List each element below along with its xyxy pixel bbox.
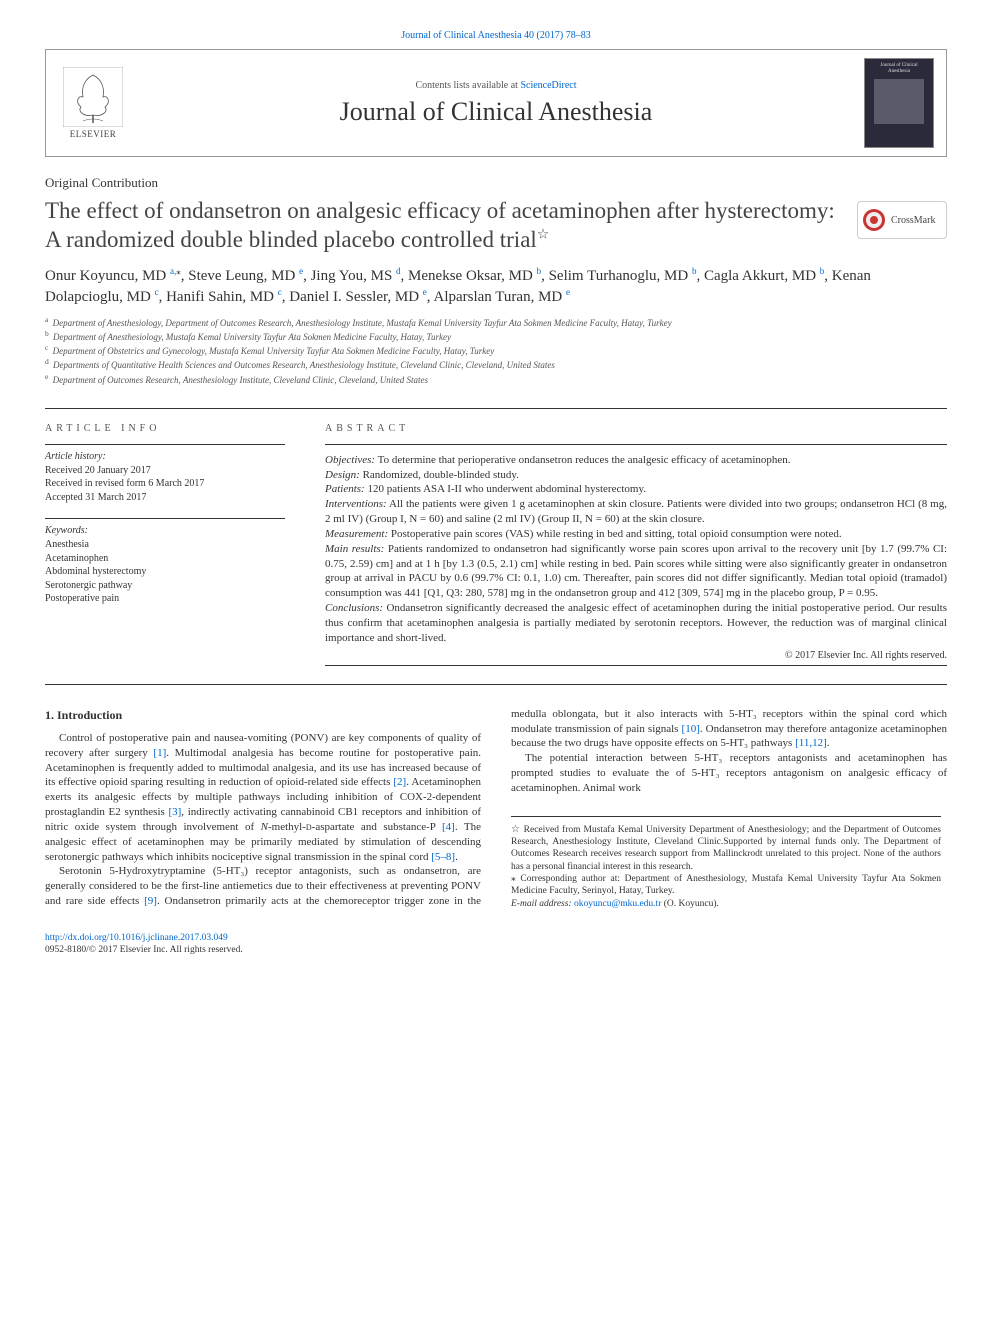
- article-history-block: Article history: Received 20 January 201…: [45, 444, 285, 505]
- crossmark-label: CrossMark: [891, 215, 935, 226]
- ref-link-11-12[interactable]: [11,12]: [795, 737, 827, 749]
- crossmark-badge[interactable]: CrossMark: [857, 201, 947, 239]
- cover-image-placeholder: [874, 79, 924, 124]
- footnote-funding: ☆ Received from Mustafa Kemal University…: [511, 823, 941, 873]
- keyword: Serotonergic pathway: [45, 579, 285, 593]
- history-title: Article history:: [45, 451, 285, 462]
- journal-header: ELSEVIER Contents lists available at Sci…: [45, 49, 947, 157]
- info-abstract-section: article info Article history: Received 2…: [45, 408, 947, 666]
- keyword: Postoperative pain: [45, 592, 285, 606]
- intro-paragraph-3: The potential interaction between 5-HT₃ …: [511, 751, 947, 796]
- journal-citation-top: Journal of Clinical Anesthesia 40 (2017)…: [45, 30, 947, 41]
- ref-link-10[interactable]: [10]: [682, 723, 700, 735]
- abstract-column: abstract Objectives: To determine that p…: [305, 409, 947, 666]
- email-link[interactable]: okoyuncu@mku.edu.tr: [574, 899, 661, 909]
- article-info-label: article info: [45, 423, 285, 434]
- elsevier-logo: ELSEVIER: [58, 63, 128, 143]
- article-title: The effect of ondansetron on analgesic e…: [45, 197, 845, 255]
- elsevier-label: ELSEVIER: [70, 129, 117, 139]
- abstract-label: abstract: [325, 423, 947, 434]
- bottom-doi-block: http://dx.doi.org/10.1016/j.jclinane.201…: [45, 932, 947, 957]
- abstract-copyright: © 2017 Elsevier Inc. All rights reserved…: [325, 650, 947, 661]
- footnotes-block: ☆ Received from Mustafa Kemal University…: [511, 816, 941, 910]
- elsevier-tree-icon: [63, 67, 123, 127]
- keywords-title: Keywords:: [45, 525, 285, 536]
- ref-link-1[interactable]: [1]: [153, 747, 166, 759]
- issn-copyright-line: 0952-8180/© 2017 Elsevier Inc. All right…: [45, 944, 947, 956]
- ref-link-2[interactable]: [2]: [393, 776, 406, 788]
- history-received: Received 20 January 2017: [45, 464, 285, 478]
- affiliation-list: a Department of Anesthesiology, Departme…: [45, 315, 947, 386]
- cover-title: Journal of Clinical Anesthesia: [869, 63, 929, 75]
- ref-link-4[interactable]: [4]: [442, 821, 455, 833]
- article-body: 1. Introduction Control of postoperative…: [45, 684, 947, 910]
- journal-cover-thumbnail: Journal of Clinical Anesthesia: [864, 58, 934, 148]
- header-center: Contents lists available at ScienceDirec…: [128, 80, 864, 127]
- journal-name: Journal of Clinical Anesthesia: [128, 97, 864, 127]
- intro-paragraph-1: Control of postoperative pain and nausea…: [45, 731, 481, 865]
- title-footnote-star: ☆: [537, 227, 550, 242]
- history-revised: Received in revised form 6 March 2017: [45, 477, 285, 491]
- ref-link-9[interactable]: [9]: [144, 895, 157, 907]
- history-accepted: Accepted 31 March 2017: [45, 491, 285, 505]
- doi-link[interactable]: http://dx.doi.org/10.1016/j.jclinane.201…: [45, 933, 228, 943]
- crossmark-icon: [862, 208, 886, 232]
- journal-citation-link[interactable]: Journal of Clinical Anesthesia 40 (2017)…: [401, 30, 590, 41]
- article-type-label: Original Contribution: [45, 175, 947, 191]
- ref-link-5-8[interactable]: [5–8]: [431, 851, 455, 863]
- contents-available-line: Contents lists available at ScienceDirec…: [128, 80, 864, 91]
- keyword: Acetaminophen: [45, 552, 285, 566]
- footnote-corresponding: ⁎ Corresponding author at: Department of…: [511, 873, 941, 898]
- author-list: Onur Koyuncu, MD a,⁎, Steve Leung, MD e,…: [45, 265, 947, 308]
- footnote-email: E-mail address: okoyuncu@mku.edu.tr (O. …: [511, 898, 941, 910]
- ref-link-3[interactable]: [3]: [168, 806, 181, 818]
- keywords-block: Keywords: Anesthesia Acetaminophen Abdom…: [45, 518, 285, 606]
- title-row: The effect of ondansetron on analgesic e…: [45, 197, 947, 255]
- keyword: Abdominal hysterectomy: [45, 565, 285, 579]
- keyword: Anesthesia: [45, 538, 285, 552]
- intro-heading: 1. Introduction: [45, 707, 481, 723]
- abstract-body: Objectives: To determine that perioperat…: [325, 445, 947, 646]
- article-info-column: article info Article history: Received 2…: [45, 409, 305, 666]
- sciencedirect-link[interactable]: ScienceDirect: [520, 80, 576, 91]
